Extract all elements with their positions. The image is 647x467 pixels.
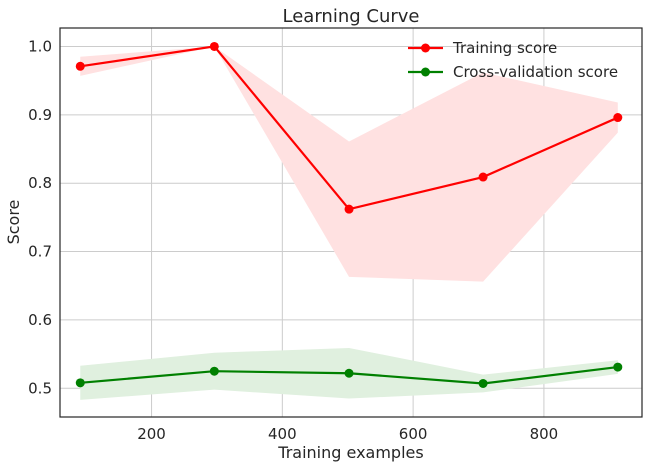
- x-tick-label: 200: [137, 425, 166, 443]
- y-axis-label: Score: [4, 200, 23, 245]
- point-series-2: [344, 368, 354, 378]
- legend-label-1: Training score: [452, 39, 557, 57]
- x-tick-label: 800: [530, 425, 559, 443]
- y-tick-label: 1.0: [28, 37, 52, 55]
- x-tick-label: 600: [399, 425, 428, 443]
- point-series-1: [209, 41, 219, 51]
- legend-marker-1: [421, 43, 430, 53]
- point-series-2: [209, 366, 219, 376]
- y-tick-label: 0.7: [28, 243, 52, 261]
- point-series-1: [478, 172, 488, 182]
- plot-frame: [59, 27, 643, 418]
- point-series-1: [75, 61, 85, 71]
- point-series-1: [344, 204, 354, 214]
- data-points: [75, 41, 623, 389]
- point-series-2: [75, 378, 85, 388]
- y-tick-label: 0.9: [28, 106, 52, 124]
- legend: Training score Cross-validation score: [408, 39, 618, 81]
- x-tick-label: 400: [268, 425, 297, 443]
- point-series-2: [613, 362, 623, 372]
- chart-title: Learning Curve: [283, 6, 420, 27]
- point-series-2: [478, 379, 488, 389]
- legend-label-2: Cross-validation score: [453, 63, 618, 81]
- y-tick-label: 0.8: [28, 174, 52, 192]
- point-series-1: [613, 113, 623, 123]
- y-tick-label: 0.6: [28, 311, 52, 329]
- bands: [80, 46, 618, 400]
- y-tick-label: 0.5: [28, 379, 52, 397]
- band-series-1: [80, 46, 618, 282]
- x-axis-label: Training examples: [277, 443, 423, 462]
- legend-marker-2: [421, 67, 430, 77]
- tick-labels: 200 400 600 800 0.5 0.6 0.7 0.8 0.9 1.0: [28, 37, 558, 443]
